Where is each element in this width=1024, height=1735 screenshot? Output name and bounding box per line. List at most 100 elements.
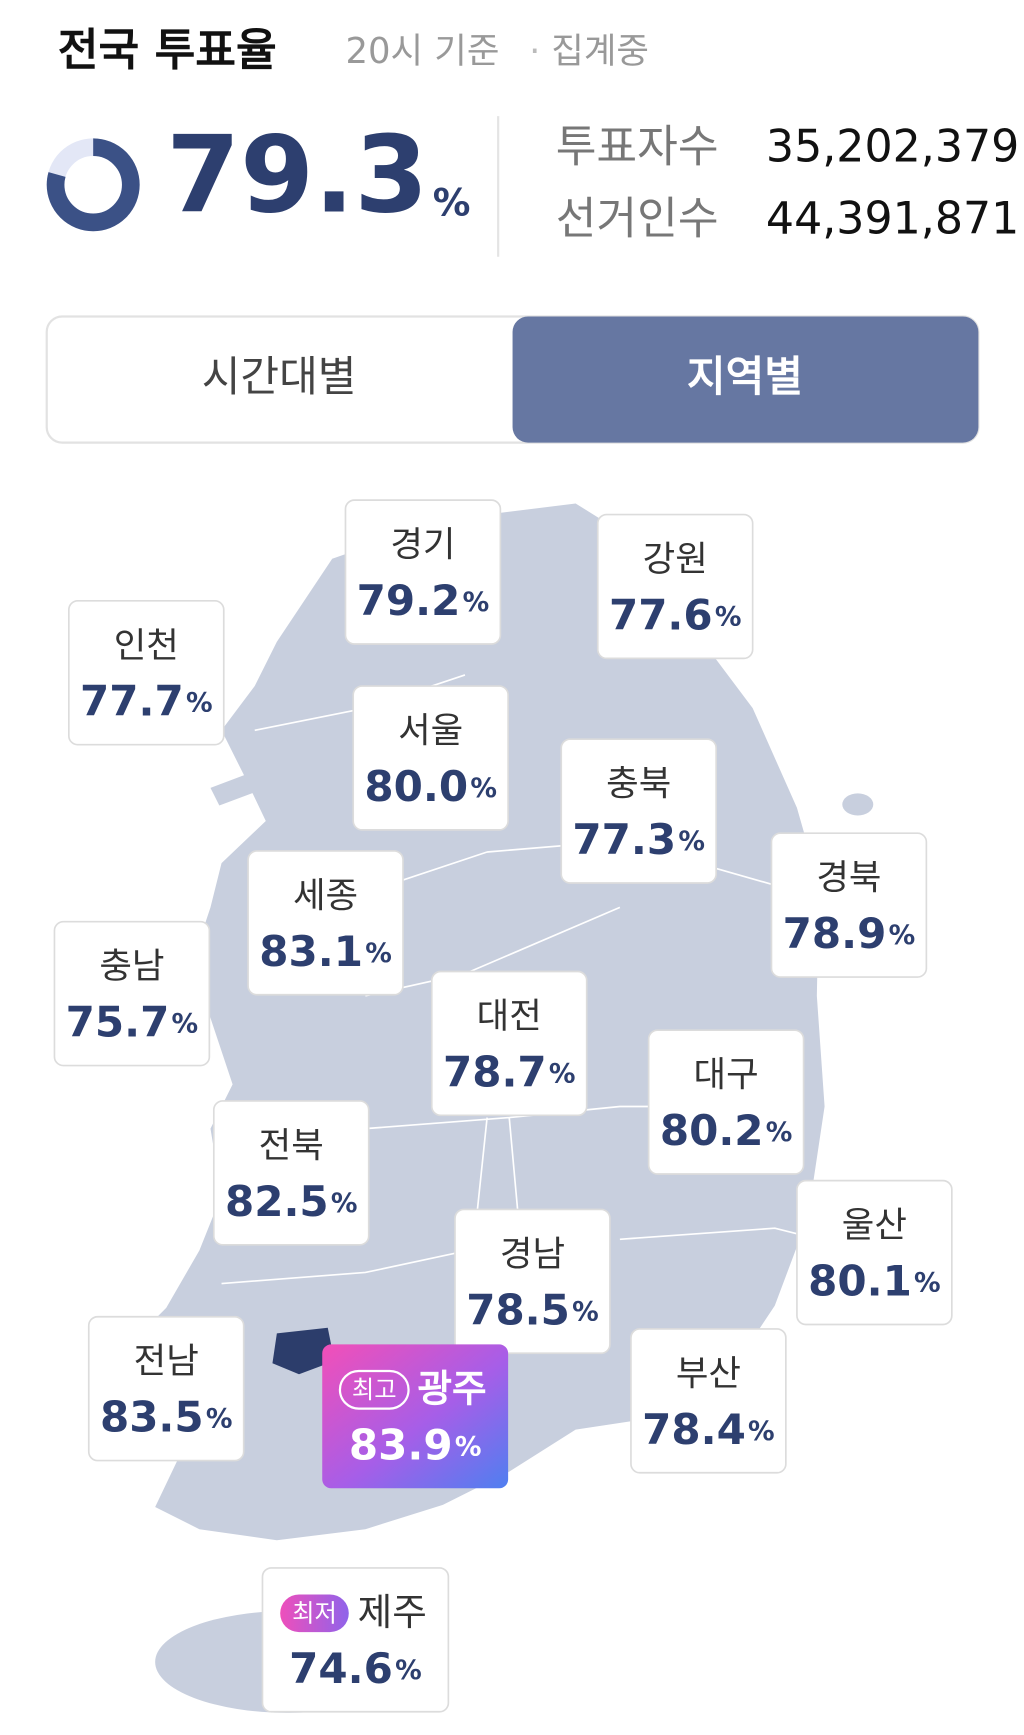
region-name: 대구 [694,1055,759,1096]
card-bg [647,1029,805,1175]
region-turnout: 78.7% [443,1047,576,1096]
card-bg [53,920,211,1067]
region-card: 경남 78.5% [454,1208,611,1355]
region-value: 79.2 [357,576,461,625]
card-bg [454,1208,611,1355]
badge-label: 최저 [292,1598,337,1627]
region-name: 서울 [398,711,463,752]
card-bg [68,600,225,746]
island [210,774,255,806]
region-unit: % [572,1296,599,1327]
region-card: 최저 제주 74.6% [261,1567,450,1713]
region-name: 울산 [842,1205,907,1246]
region-name: 충북 [606,764,671,805]
region-name: 대전 [477,996,542,1037]
region-turnout: 83.5% [100,1392,233,1441]
basis: 20시 기준 [345,31,499,72]
region-card: 충남 75.7% [53,920,211,1067]
donut-arc [46,138,140,232]
tab[interactable]: 지역별 [512,316,979,443]
region-name: 경북 [816,858,881,899]
region-value: 78.9 [783,909,887,958]
card-bg [322,1344,509,1489]
stat-value: 35,202,379 [766,121,1019,172]
card-bg [87,1315,245,1462]
region-value: 77.3 [572,815,676,864]
region-card: 세종 83.1% [247,850,404,996]
region-turnout: 83.1% [259,926,392,975]
region-turnout: 79.2% [357,576,490,625]
card-bg [344,499,502,645]
region-unit: % [470,772,497,803]
title: 전국 투표율 [58,25,277,76]
region-turnout: 80.1% [808,1256,941,1305]
region-name: 경기 [390,525,455,566]
stat-label: 선거인수 [556,193,719,244]
region-name: 세종 [293,875,358,916]
turnout-number: 79.3 [166,114,428,238]
gwangju-area [272,1327,335,1375]
region-card: 서울 80.0% [352,685,509,831]
region-value: 78.5 [466,1285,570,1334]
region-unit: % [455,1431,482,1462]
region-turnout: 74.6% [289,1643,422,1692]
region-turnout: 80.2% [660,1106,793,1155]
region-card: 인천 77.7% [68,600,225,746]
region-value: 78.7 [443,1047,547,1096]
region-card: 충북 77.3% [560,738,717,884]
region-name: 부산 [676,1353,741,1394]
region-unit: % [365,937,392,968]
turnout-unit: % [433,180,471,224]
region-unit: % [914,1267,941,1298]
region-unit: % [172,1008,199,1039]
region-name: 충남 [99,946,164,987]
region-card: 부산 78.4% [630,1328,787,1474]
stat-value: 44,391,871 [766,193,1019,244]
region-card: 경기 79.2% [344,499,502,645]
region-unit: % [715,601,742,632]
region-turnout: 80.0% [364,761,497,810]
region-turnout: 77.3% [572,815,705,864]
region-turnout: 77.7% [80,676,213,725]
region-value: 83.5 [100,1392,204,1441]
region-turnout: 82.5% [225,1176,358,1225]
status: 집계중 [551,31,649,72]
region-unit: % [395,1654,422,1685]
tab-active-bg [512,316,979,443]
region-value: 80.1 [808,1256,912,1305]
region-value: 75.7 [66,997,170,1046]
region-card: 강원 77.6% [596,513,754,660]
region-name: 전북 [259,1125,324,1166]
region-name: 인천 [114,625,179,666]
region-card: 울산 80.1% [796,1179,953,1326]
region-unit: % [206,1403,233,1434]
badge [338,1369,410,1410]
region-unit: % [889,920,916,951]
card-bg [247,850,404,996]
badge-label: 최고 [352,1375,397,1404]
region-value: 80.0 [364,761,468,810]
region-card: 전남 83.5% [87,1315,245,1462]
region-turnout: 78.5% [466,1285,599,1334]
region-card: 경북 78.9% [770,832,928,978]
tab[interactable]: 시간대별 [202,352,357,401]
region-unit: % [463,587,490,618]
region-turnout: 75.7% [66,997,199,1046]
region-turnout: 83.9% [349,1420,482,1469]
card-bg [212,1100,370,1246]
separator: · [529,31,540,72]
card-bg [596,513,754,660]
tab-label: 시간대별 [202,352,357,401]
region-name: 전남 [134,1341,199,1382]
card-bg [630,1328,787,1474]
region-unit: % [331,1187,358,1218]
region-turnout: 77.6% [609,590,742,639]
region-value: 82.5 [225,1176,329,1225]
turnout-value: 79.3% [166,114,470,238]
region-value: 80.2 [660,1106,764,1155]
tab-label: 지역별 [687,352,803,401]
region-name: 제주 [358,1590,427,1634]
region-value: 77.6 [609,590,713,639]
